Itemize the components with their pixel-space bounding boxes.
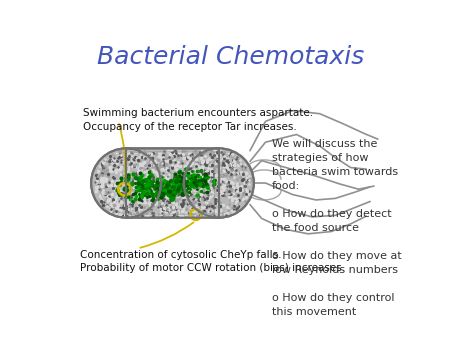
Text: Swimming bacterium encounters aspartate.
Occupancy of the receptor Tar increases: Swimming bacterium encounters aspartate.… [83,108,314,131]
Text: Concentration of cytosolic CheYp falls.
Probability of motor CCW rotation (bias): Concentration of cytosolic CheYp falls. … [80,250,345,273]
Text: Bacterial Chemotaxis: Bacterial Chemotaxis [97,46,364,70]
Ellipse shape [91,148,161,218]
Ellipse shape [184,148,254,218]
Text: We will discuss the
strategies of how
bacteria swim towards
food:

o How do they: We will discuss the strategies of how ba… [272,139,401,317]
FancyBboxPatch shape [126,148,219,218]
